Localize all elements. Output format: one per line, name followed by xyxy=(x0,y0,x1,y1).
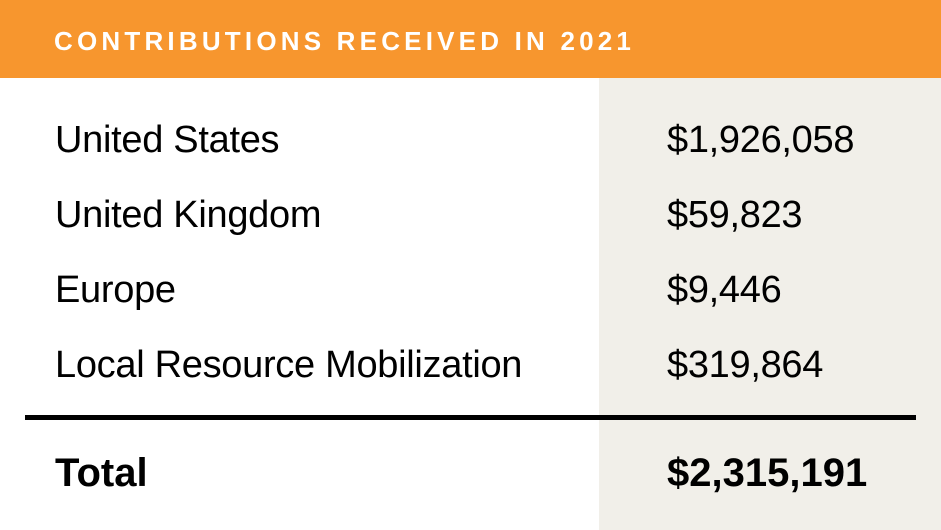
amount-column-background xyxy=(599,78,941,530)
row-amount: $1,926,058 xyxy=(667,119,855,161)
total-divider xyxy=(25,415,916,420)
page-title: CONTRIBUTIONS RECEIVED IN 2021 xyxy=(54,26,636,56)
row-amount: $319,864 xyxy=(667,344,824,386)
table-row-europe: Europe $9,446 xyxy=(0,265,941,315)
row-label: United Kingdom xyxy=(55,194,322,236)
row-label: Local Resource Mobilization xyxy=(55,344,523,386)
table-row-local-resource-mobilization: Local Resource Mobilization $319,864 xyxy=(0,340,941,390)
table-row-united-states: United States $1,926,058 xyxy=(0,115,941,165)
row-label: Europe xyxy=(55,269,176,311)
row-amount: $59,823 xyxy=(667,194,803,236)
header-banner: CONTRIBUTIONS RECEIVED IN 2021 xyxy=(0,0,941,78)
table-row-united-kingdom: United Kingdom $59,823 xyxy=(0,190,941,240)
total-label: Total xyxy=(55,451,148,495)
row-amount: $9,446 xyxy=(667,269,782,311)
row-label: United States xyxy=(55,119,280,161)
total-amount: $2,315,191 xyxy=(667,451,868,495)
